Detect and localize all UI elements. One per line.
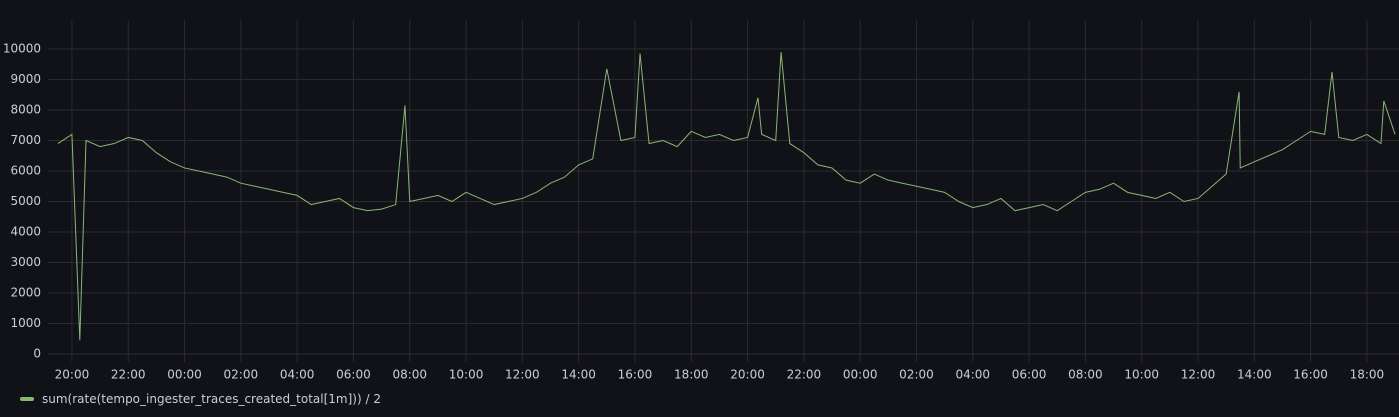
x-tick-label: 12:00 (1181, 368, 1216, 382)
x-tick-label: 04:00 (280, 368, 315, 382)
x-tick-label: 20:00 (730, 368, 765, 382)
chart: 0 1000 2000 3000 4000 5000 6000 7000 8000 9000 100… (3, 20, 1399, 382)
x-tick-label: 20:00 (55, 368, 90, 382)
legend-label: sum(rate(tempo_ingester_traces_created_t… (42, 392, 381, 406)
x-tick-label: 10:00 (449, 368, 484, 382)
x-tick-label: 12:00 (505, 368, 540, 382)
x-tick-label: 16:00 (1293, 368, 1328, 382)
y-tick-label: 3000 (10, 255, 41, 269)
x-tick-label: 00:00 (843, 368, 878, 382)
y-tick-label: 0 (33, 347, 41, 361)
x-tick-label: 02:00 (899, 368, 934, 382)
y-tick-label: 7000 (10, 133, 41, 147)
x-tick-label: 18:00 (674, 368, 709, 382)
series-line (57, 52, 1396, 341)
x-tick-label: 14:00 (561, 368, 596, 382)
x-tick-label: 06:00 (336, 368, 371, 382)
x-tick-label: 14:00 (1237, 368, 1272, 382)
x-tick-label: 16:00 (618, 368, 653, 382)
x-tick-label: 08:00 (392, 368, 427, 382)
x-tick-label: 10:00 (1124, 368, 1159, 382)
x-tick-label: 22:00 (787, 368, 822, 382)
x-tick-label: 02:00 (224, 368, 259, 382)
y-tick-label: 2000 (10, 286, 41, 300)
y-tick-label: 4000 (10, 225, 41, 239)
y-tick-label: 10000 (3, 42, 41, 56)
y-tick-label: 1000 (10, 316, 41, 330)
y-tick-label: 6000 (10, 164, 41, 178)
y-tick-label: 8000 (10, 103, 41, 117)
y-tick-label: 5000 (10, 194, 41, 208)
legend-item[interactable]: sum(rate(tempo_ingester_traces_created_t… (20, 392, 381, 406)
x-tick-label: 00:00 (167, 368, 202, 382)
x-tick-label: 18:00 (1350, 368, 1385, 382)
legend: sum(rate(tempo_ingester_traces_created_t… (20, 392, 381, 406)
legend-swatch (20, 397, 34, 401)
x-tick-label: 04:00 (955, 368, 990, 382)
y-tick-label: 9000 (10, 72, 41, 86)
x-tick-label: 08:00 (1068, 368, 1103, 382)
x-tick-label: 06:00 (1012, 368, 1047, 382)
x-tick-label: 22:00 (111, 368, 146, 382)
